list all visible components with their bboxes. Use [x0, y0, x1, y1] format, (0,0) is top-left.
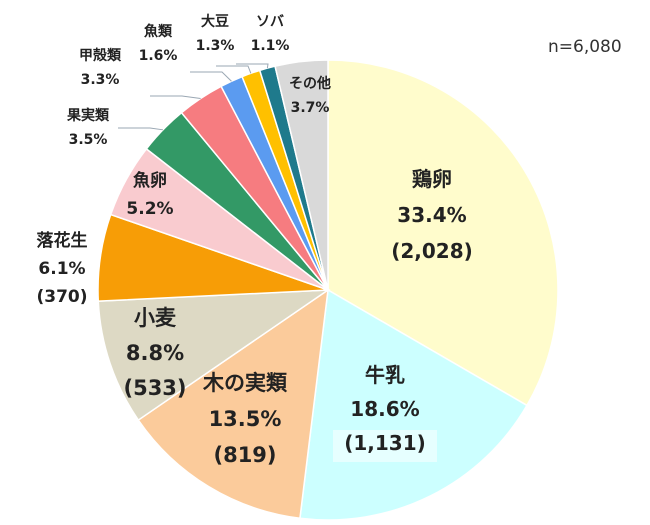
- slice-name-label: 魚卵: [133, 170, 167, 191]
- slice-name-label: 小麦: [134, 306, 177, 330]
- slice-percent-label: 3.7%: [291, 100, 330, 116]
- leader-line-7: [118, 127, 164, 131]
- slice-percent-label: 8.8%: [126, 341, 184, 365]
- slice-name-label: その他: [289, 75, 331, 92]
- slice-percent-label: 33.4%: [397, 203, 466, 227]
- pie-slice-4: [97, 289, 331, 422]
- slice-percent-label: 1.1%: [251, 38, 290, 54]
- slice-percent-label: 3.3%: [81, 72, 120, 88]
- slice-name-label: 大豆: [201, 13, 229, 30]
- slice-percent-label: 13.5%: [209, 407, 282, 431]
- pie-slice-1: [327, 59, 559, 407]
- slice-percent-label: 3.5%: [69, 132, 108, 148]
- slice-name-label: ソバ: [256, 14, 284, 30]
- slice-count-label: (819): [213, 443, 276, 467]
- leader-line-11: [236, 63, 269, 69]
- slice-count-label: (1,131): [344, 431, 426, 455]
- slice-name-label: 鶏卵: [412, 167, 452, 191]
- slice-count-label: (370): [36, 287, 87, 307]
- leader-line-8: [150, 95, 201, 99]
- slice-percent-label: 1.6%: [139, 48, 178, 64]
- slice-name-label: 魚類: [144, 23, 173, 40]
- slice-count-label: (2,028): [391, 239, 473, 263]
- slice-count-label: (533): [123, 376, 186, 400]
- leader-line-10: [216, 65, 252, 74]
- slice-percent-label: 1.3%: [196, 38, 235, 54]
- leader-line-9: [190, 71, 232, 82]
- slice-percent-label: 6.1%: [38, 259, 85, 279]
- sample-size-note: n=6,080: [548, 37, 622, 57]
- slice-percent-label: 5.2%: [126, 199, 173, 219]
- slice-name-label: 甲殻類: [79, 47, 122, 64]
- count-label-box: [333, 430, 437, 462]
- slice-name-label: 木の実類: [202, 371, 288, 395]
- pie-slice-2: [299, 288, 528, 521]
- slice-name-label: 落花生: [37, 230, 88, 251]
- slice-percent-label: 18.6%: [350, 397, 419, 421]
- slice-name-label: 牛乳: [365, 363, 405, 387]
- slice-name-label: 果実類: [66, 107, 110, 124]
- pie-slice-3: [137, 288, 329, 520]
- pie-slice-12: [274, 59, 329, 291]
